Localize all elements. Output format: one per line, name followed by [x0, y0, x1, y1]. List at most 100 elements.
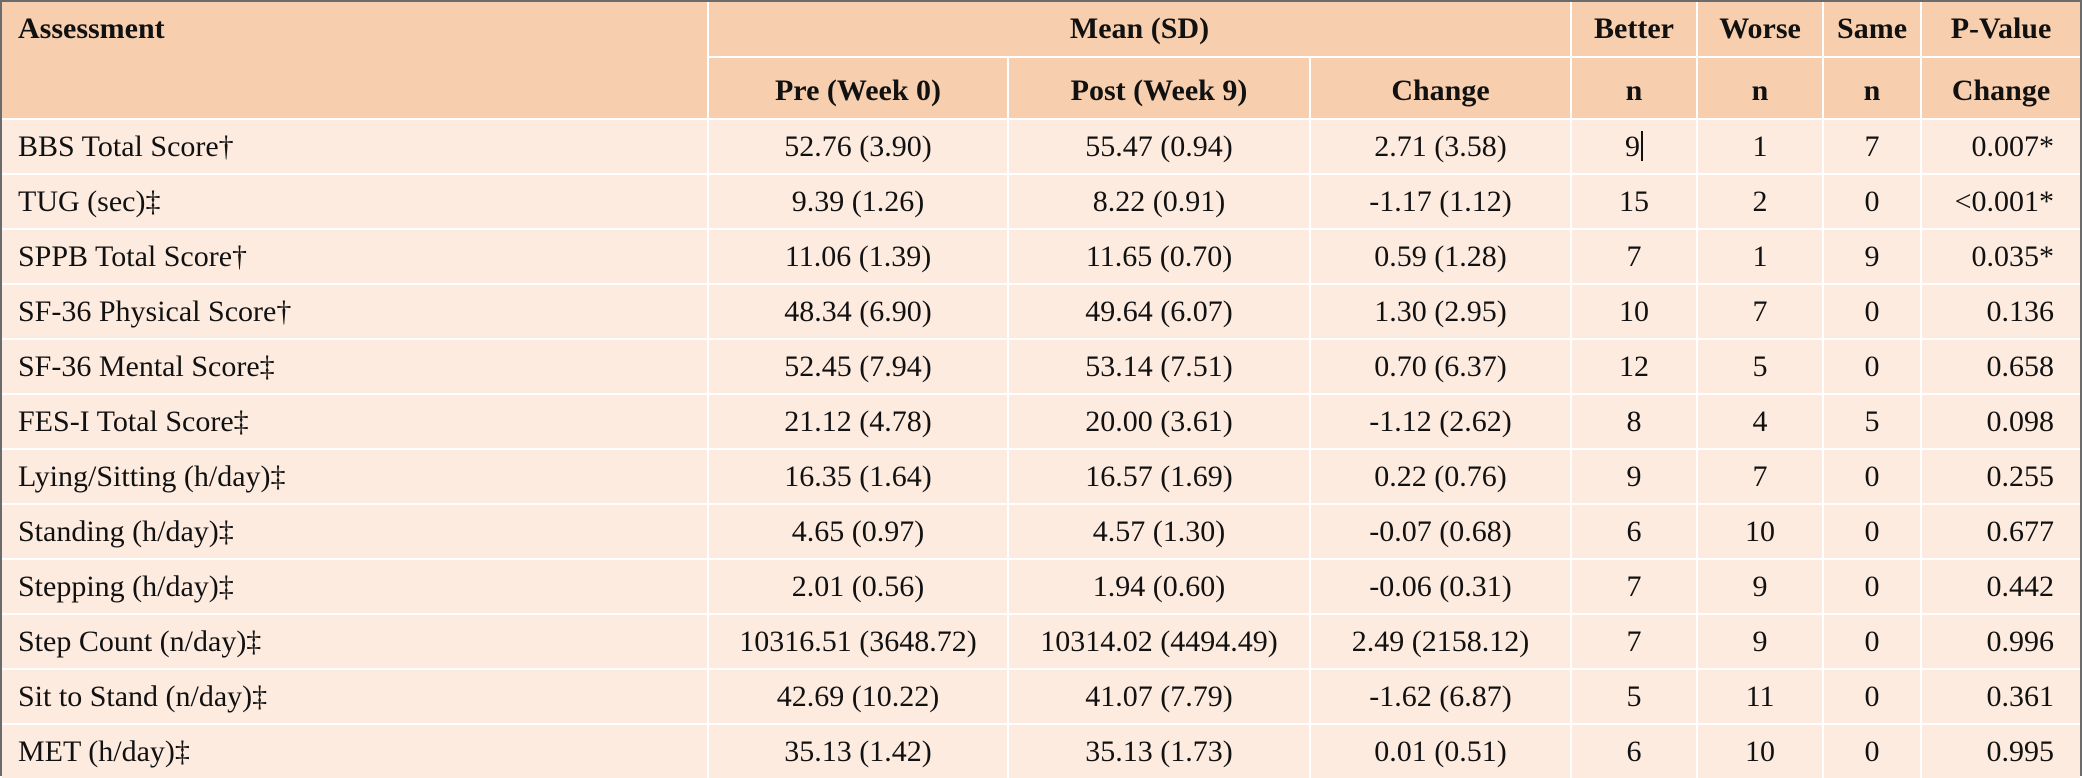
cell-change: 0.22 (0.76)	[1310, 449, 1573, 505]
cell-assessment: Step Count (n/day)‡	[2, 614, 709, 670]
cell-p-value: 0.007*	[1921, 119, 2081, 175]
cell-change: -1.62 (6.87)	[1310, 669, 1573, 725]
cell-same: 0	[1823, 504, 1923, 560]
cell-same: 0	[1823, 449, 1923, 505]
cell-same: 9	[1823, 229, 1923, 285]
cell-pre: 35.13 (1.42)	[708, 724, 1009, 778]
cell-same: 0	[1823, 724, 1923, 778]
table-header: Assessment Mean (SD) Better Worse Same P…	[2, 2, 2081, 120]
table-row: FES-I Total Score‡ 21.12 (4.78) 20.00 (3…	[2, 394, 2081, 450]
cell-assessment: MET (h/day)‡	[2, 724, 709, 778]
cell-better: 12	[1571, 339, 1699, 395]
cell-same: 0	[1823, 669, 1923, 725]
table-row: Sit to Stand (n/day)‡ 42.69 (10.22) 41.0…	[2, 669, 2081, 725]
cell-worse: 1	[1697, 119, 1825, 175]
cell-assessment: Lying/Sitting (h/day)‡	[2, 449, 709, 505]
cell-better: 9	[1571, 449, 1699, 505]
table-row: SPPB Total Score† 11.06 (1.39) 11.65 (0.…	[2, 229, 2081, 285]
cell-worse: 9	[1697, 559, 1825, 615]
cell-post: 53.14 (7.51)	[1008, 339, 1311, 395]
table-body: BBS Total Score† 52.76 (3.90) 55.47 (0.9…	[2, 119, 2081, 778]
header-p-value: P-Value	[1921, 2, 2081, 58]
cell-assessment: FES-I Total Score‡	[2, 394, 709, 450]
cell-better[interactable]: 9	[1571, 119, 1699, 175]
cell-worse: 5	[1697, 339, 1825, 395]
cell-pre: 52.76 (3.90)	[708, 119, 1009, 175]
cell-better: 8	[1571, 394, 1699, 450]
cell-pre: 2.01 (0.56)	[708, 559, 1009, 615]
cell-same: 0	[1823, 559, 1923, 615]
cell-pre: 42.69 (10.22)	[708, 669, 1009, 725]
cell-worse: 2	[1697, 174, 1825, 230]
cell-better: 6	[1571, 504, 1699, 560]
cell-p-value: <0.001*	[1921, 174, 2081, 230]
table-row: SF-36 Physical Score† 48.34 (6.90) 49.64…	[2, 284, 2081, 340]
cell-assessment: BBS Total Score†	[2, 119, 709, 175]
cell-same: 0	[1823, 339, 1923, 395]
text-cursor	[1641, 130, 1644, 161]
header-worse-n: n	[1697, 57, 1825, 120]
cell-change: 1.30 (2.95)	[1310, 284, 1573, 340]
table-row: SF-36 Mental Score‡ 52.45 (7.94) 53.14 (…	[2, 339, 2081, 395]
header-pre: Pre (Week 0)	[708, 57, 1009, 120]
cell-same: 0	[1823, 284, 1923, 340]
cell-assessment: SF-36 Physical Score†	[2, 284, 709, 340]
cell-worse: 7	[1697, 449, 1825, 505]
cell-post: 8.22 (0.91)	[1008, 174, 1311, 230]
cell-pre: 52.45 (7.94)	[708, 339, 1009, 395]
cell-change: -0.06 (0.31)	[1310, 559, 1573, 615]
cell-p-value: 0.136	[1921, 284, 2081, 340]
cell-post: 1.94 (0.60)	[1008, 559, 1311, 615]
cell-same: 7	[1823, 119, 1923, 175]
cell-p-value: 0.996	[1921, 614, 2081, 670]
table-row: MET (h/day)‡ 35.13 (1.42) 35.13 (1.73) 0…	[2, 724, 2081, 778]
cell-worse: 10	[1697, 724, 1825, 778]
header-row-sub: Pre (Week 0) Post (Week 9) Change n n n …	[2, 57, 2081, 120]
header-change: Change	[1310, 57, 1573, 120]
cell-worse: 10	[1697, 504, 1825, 560]
cell-same: 0	[1823, 174, 1923, 230]
cell-post: 35.13 (1.73)	[1008, 724, 1311, 778]
cell-better: 15	[1571, 174, 1699, 230]
header-better-n: n	[1571, 57, 1699, 120]
cell-assessment: Sit to Stand (n/day)‡	[2, 669, 709, 725]
header-same: Same	[1823, 2, 1923, 58]
cell-better-value: 9	[1625, 129, 1641, 163]
cell-worse: 11	[1697, 669, 1825, 725]
cell-change: 2.49 (2158.12)	[1310, 614, 1573, 670]
cell-assessment: TUG (sec)‡	[2, 174, 709, 230]
cell-assessment: SPPB Total Score†	[2, 229, 709, 285]
cell-change: -0.07 (0.68)	[1310, 504, 1573, 560]
cell-change: -1.17 (1.12)	[1310, 174, 1573, 230]
cell-better: 5	[1571, 669, 1699, 725]
cell-post: 20.00 (3.61)	[1008, 394, 1311, 450]
cell-better: 7	[1571, 614, 1699, 670]
cell-p-value: 0.442	[1921, 559, 2081, 615]
cell-change: 0.59 (1.28)	[1310, 229, 1573, 285]
cell-better: 10	[1571, 284, 1699, 340]
cell-worse: 1	[1697, 229, 1825, 285]
cell-worse: 9	[1697, 614, 1825, 670]
cell-worse: 4	[1697, 394, 1825, 450]
header-worse: Worse	[1697, 2, 1825, 58]
cell-pre: 9.39 (1.26)	[708, 174, 1009, 230]
cell-change: 0.70 (6.37)	[1310, 339, 1573, 395]
cell-p-value: 0.677	[1921, 504, 2081, 560]
cell-p-value: 0.658	[1921, 339, 2081, 395]
cell-p-value: 0.035*	[1921, 229, 2081, 285]
header-same-n: n	[1823, 57, 1923, 120]
table-row: Stepping (h/day)‡ 2.01 (0.56) 1.94 (0.60…	[2, 559, 2081, 615]
cell-post: 55.47 (0.94)	[1008, 119, 1311, 175]
cell-post: 49.64 (6.07)	[1008, 284, 1311, 340]
header-mean-sd: Mean (SD)	[708, 2, 1573, 58]
cell-same: 0	[1823, 614, 1923, 670]
cell-p-value: 0.098	[1921, 394, 2081, 450]
cell-pre: 4.65 (0.97)	[708, 504, 1009, 560]
header-assessment: Assessment	[2, 2, 709, 120]
cell-better: 7	[1571, 229, 1699, 285]
cell-post: 16.57 (1.69)	[1008, 449, 1311, 505]
table-row: Lying/Sitting (h/day)‡ 16.35 (1.64) 16.5…	[2, 449, 2081, 505]
cell-worse: 7	[1697, 284, 1825, 340]
cell-pre: 11.06 (1.39)	[708, 229, 1009, 285]
table-row: Standing (h/day)‡ 4.65 (0.97) 4.57 (1.30…	[2, 504, 2081, 560]
